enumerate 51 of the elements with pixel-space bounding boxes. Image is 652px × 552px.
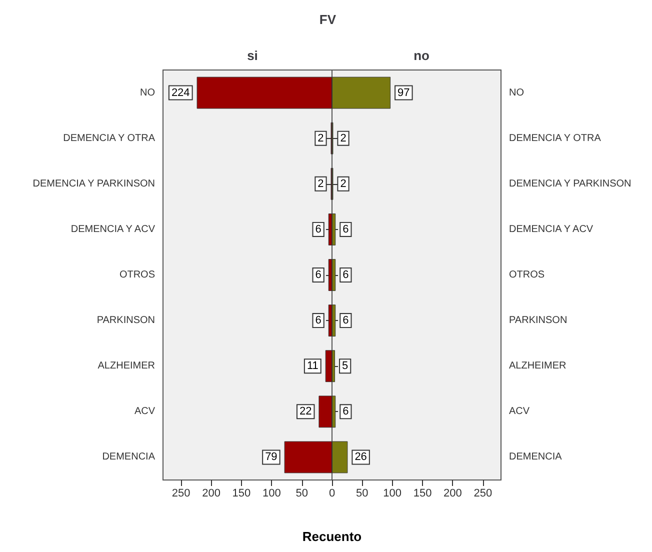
- y-tick-label: ALZHEIMER: [509, 360, 566, 372]
- chart-subtitle: si: [247, 48, 258, 63]
- y-tick-label: DEMENCIA Y ACV: [509, 224, 594, 235]
- x-tick-label: 200: [444, 488, 462, 500]
- x-tick-label: 0: [328, 488, 336, 500]
- y-tick-label: PARKINSON: [96, 315, 155, 326]
- x-tick-label: 50: [356, 488, 368, 500]
- x-tick-label: 150: [413, 488, 432, 500]
- y-tick-label: DEMENCIA: [509, 452, 562, 463]
- data-label: 11: [306, 360, 318, 372]
- data-label: 5: [342, 360, 348, 372]
- data-label: 6: [315, 223, 322, 236]
- data-label: 2: [318, 132, 324, 144]
- chart-subtitle: no: [414, 48, 430, 63]
- data-label: 26: [354, 451, 367, 464]
- x-tick-label: 100: [383, 488, 402, 500]
- x-tick-label: 250: [474, 488, 492, 500]
- y-tick-label: DEMENCIA Y PARKINSON: [32, 178, 155, 190]
- data-label: 6: [342, 406, 349, 418]
- data-label: 6: [342, 223, 349, 236]
- y-tick-label: PARKINSON: [509, 315, 568, 326]
- y-tick-label: NO: [509, 87, 524, 98]
- data-label: 22: [299, 406, 312, 418]
- data-label: 97: [398, 86, 410, 99]
- data-label: 6: [315, 269, 322, 281]
- y-tick-label: DEMENCIA Y PARKINSON: [509, 178, 632, 190]
- y-tick-label: NO: [140, 87, 156, 98]
- y-tick-label: DEMENCIA: [102, 452, 156, 463]
- y-tick-label: ALZHEIMER: [98, 360, 155, 372]
- data-label: 2: [340, 178, 346, 190]
- x-tick-label: 250: [172, 488, 190, 500]
- y-tick-label: ACV: [134, 406, 156, 418]
- y-tick-label: DEMENCIA Y OTRA: [63, 132, 156, 144]
- x-tick-label: 200: [202, 488, 220, 500]
- x-tick-label: 50: [296, 488, 308, 500]
- y-tick-label: OTROS: [119, 270, 156, 280]
- x-axis-title: Recuento: [302, 529, 362, 544]
- data-label: 6: [342, 314, 349, 327]
- y-tick-label: ACV: [509, 406, 530, 418]
- chart-title: FV: [319, 12, 336, 27]
- data-label: 2: [318, 178, 324, 190]
- data-label: 6: [315, 314, 322, 327]
- y-tick-label: OTROS: [509, 270, 545, 280]
- y-tick-label: DEMENCIA Y OTRA: [509, 132, 602, 144]
- data-label: 79: [265, 451, 278, 464]
- data-label: 224: [171, 86, 190, 99]
- x-tick-label: 100: [262, 488, 281, 500]
- x-tick-label: 150: [232, 488, 251, 500]
- data-label: 2: [340, 132, 346, 144]
- y-tick-label: DEMENCIA Y ACV: [70, 224, 156, 235]
- data-label: 6: [342, 269, 349, 281]
